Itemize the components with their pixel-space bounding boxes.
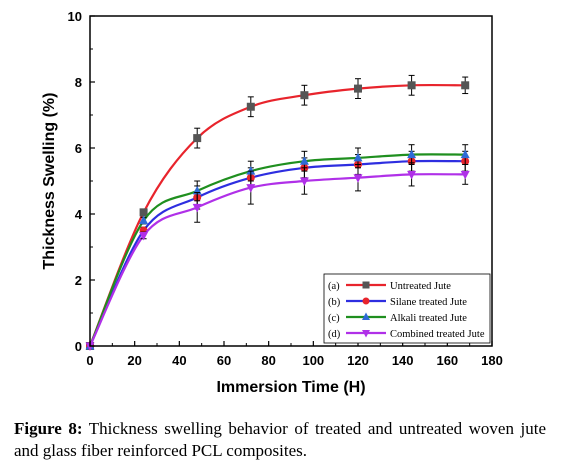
x-tick-label: 180 bbox=[481, 353, 503, 368]
data-point bbox=[246, 166, 256, 175]
data-point bbox=[139, 231, 149, 241]
caption-text: Thickness swelling behavior of treated a… bbox=[14, 419, 546, 460]
x-tick-label: 0 bbox=[86, 353, 93, 368]
y-tick-label: 0 bbox=[75, 339, 82, 354]
legend-marker bbox=[362, 312, 370, 320]
data-point bbox=[407, 149, 417, 159]
y-tick-label: 8 bbox=[75, 75, 82, 90]
legend-marker bbox=[362, 297, 370, 305]
data-point bbox=[192, 203, 202, 213]
data-point bbox=[407, 81, 416, 90]
data-point bbox=[139, 215, 149, 225]
legend: (a) Untreated Jute (b) Silane treated Jute (… bbox=[323, 273, 491, 344]
y-axis-title: Thickness Swelling (%) bbox=[41, 93, 58, 270]
legend-marker bbox=[362, 330, 370, 338]
legend-label: Alkali treated Jute bbox=[390, 313, 467, 324]
legend-tag: (d) bbox=[328, 329, 341, 340]
legend-tag: (c) bbox=[328, 313, 340, 324]
figure-caption: Figure 8: Thickness swelling behavior of… bbox=[14, 418, 546, 462]
data-point bbox=[246, 184, 256, 193]
data-point bbox=[354, 84, 362, 93]
caption-label: Figure 8: bbox=[14, 419, 83, 438]
x-tick-label: 120 bbox=[347, 353, 369, 368]
legend-tag: (a) bbox=[328, 281, 340, 292]
data-point bbox=[299, 156, 309, 165]
data-point bbox=[460, 149, 470, 159]
data-point bbox=[246, 102, 255, 111]
chart: 0 20 40 60 80 100 120 140 160 180 0 2 4 6 8 10 Immersio… bbox=[41, 9, 503, 396]
y-tick-label: 10 bbox=[68, 9, 82, 24]
y-tick-label: 6 bbox=[75, 141, 82, 156]
data-point bbox=[407, 170, 417, 180]
x-tick-label: 160 bbox=[436, 353, 458, 368]
x-tick-label: 80 bbox=[261, 353, 275, 368]
data-point bbox=[461, 81, 470, 90]
axes-layer: 0 20 40 60 80 100 120 140 160 180 0 2 4 6 8 10 bbox=[68, 9, 503, 368]
data-point bbox=[460, 170, 470, 180]
data-layer bbox=[85, 74, 470, 351]
data-point bbox=[299, 177, 309, 186]
data-point bbox=[300, 91, 309, 100]
legend-marker bbox=[362, 281, 370, 289]
x-tick-label: 20 bbox=[127, 353, 141, 368]
y-tick-label: 2 bbox=[75, 273, 82, 288]
x-tick-label: 40 bbox=[172, 353, 186, 368]
series-untreated-jute bbox=[86, 74, 470, 350]
legend-label: Untreated Jute bbox=[390, 281, 451, 292]
data-point bbox=[139, 208, 148, 217]
data-point bbox=[353, 152, 363, 162]
legend-tag: (b) bbox=[328, 297, 341, 308]
x-axis-title: Immersion Time (H) bbox=[216, 379, 365, 396]
y-tick-label: 4 bbox=[75, 207, 83, 222]
series-combined-treated-jute bbox=[85, 162, 470, 351]
x-tick-label: 60 bbox=[217, 353, 231, 368]
data-point bbox=[193, 134, 202, 143]
legend-label: Silane treated Jute bbox=[390, 297, 467, 308]
x-tick-label: 140 bbox=[392, 353, 414, 368]
legend-label: Combined treated Jute bbox=[390, 329, 485, 340]
data-point bbox=[353, 174, 363, 183]
x-tick-label: 100 bbox=[302, 353, 324, 368]
